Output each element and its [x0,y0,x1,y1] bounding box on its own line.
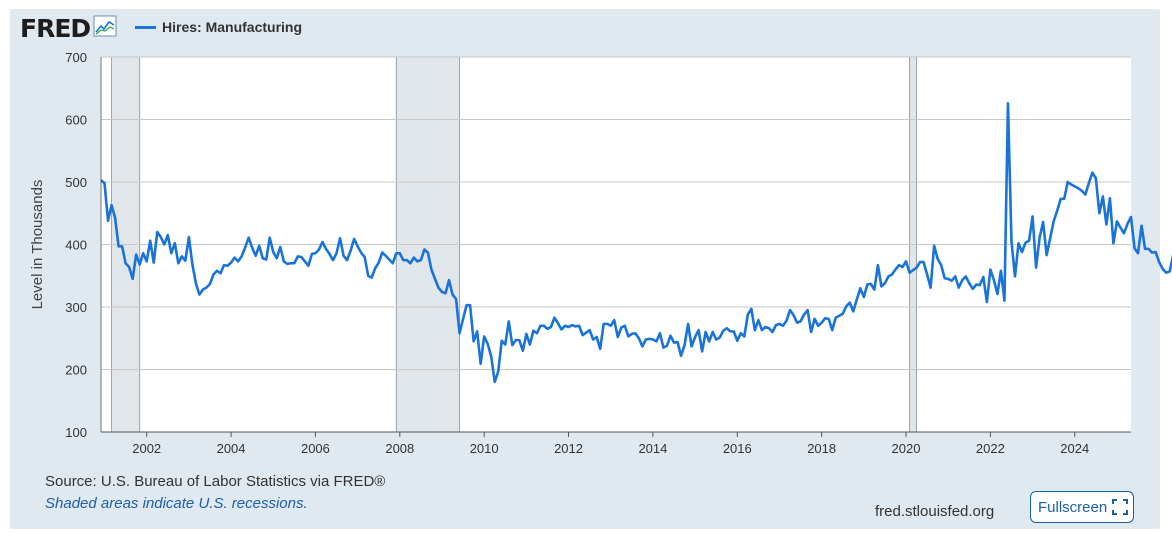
source-text: Source: U.S. Bureau of Labor Statistics … [45,473,386,490]
y-tick-label: 700 [65,50,87,65]
x-tick-label: 2014 [638,441,667,456]
fullscreen-button[interactable]: Fullscreen [1030,491,1134,523]
x-tick-label: 2002 [132,441,161,456]
fred-logo-group[interactable]: FRED [20,14,117,44]
x-tick-label: 2018 [807,441,836,456]
x-tick-label: 2010 [470,441,499,456]
y-tick-label: 400 [65,238,87,253]
legend-series-label: Hires: Manufacturing [162,19,303,35]
legend-swatch [135,25,156,29]
x-tick-label: 2008 [385,441,414,456]
x-tick-label: 2012 [554,441,583,456]
recession-note: Shaded areas indicate U.S. recessions. [45,495,308,512]
x-tick-label: 2016 [723,441,752,456]
x-tick-label: 2024 [1060,441,1089,456]
site-url[interactable]: fred.stlouisfed.org [875,503,995,520]
chart-legend: Hires: Manufacturing [135,19,302,35]
y-tick-label: 300 [65,300,87,315]
line-chart-icon [93,15,117,42]
y-tick-label: 200 [65,363,87,378]
y-axis-label: Level in Thousands [29,180,46,310]
y-tick-label: 100 [65,425,87,440]
x-tick-label: 2022 [976,441,1005,456]
x-tick-label: 2004 [217,441,246,456]
y-tick-label: 500 [65,175,87,190]
fullscreen-label: Fullscreen [1038,498,1108,516]
y-tick-label: 600 [65,113,87,128]
series-line-hires-manufacturing [100,101,1172,384]
fred-logo[interactable]: FRED [20,14,91,43]
x-tick-label: 2020 [892,441,921,456]
expand-icon [1112,499,1129,515]
x-tick-label: 2006 [301,441,330,456]
